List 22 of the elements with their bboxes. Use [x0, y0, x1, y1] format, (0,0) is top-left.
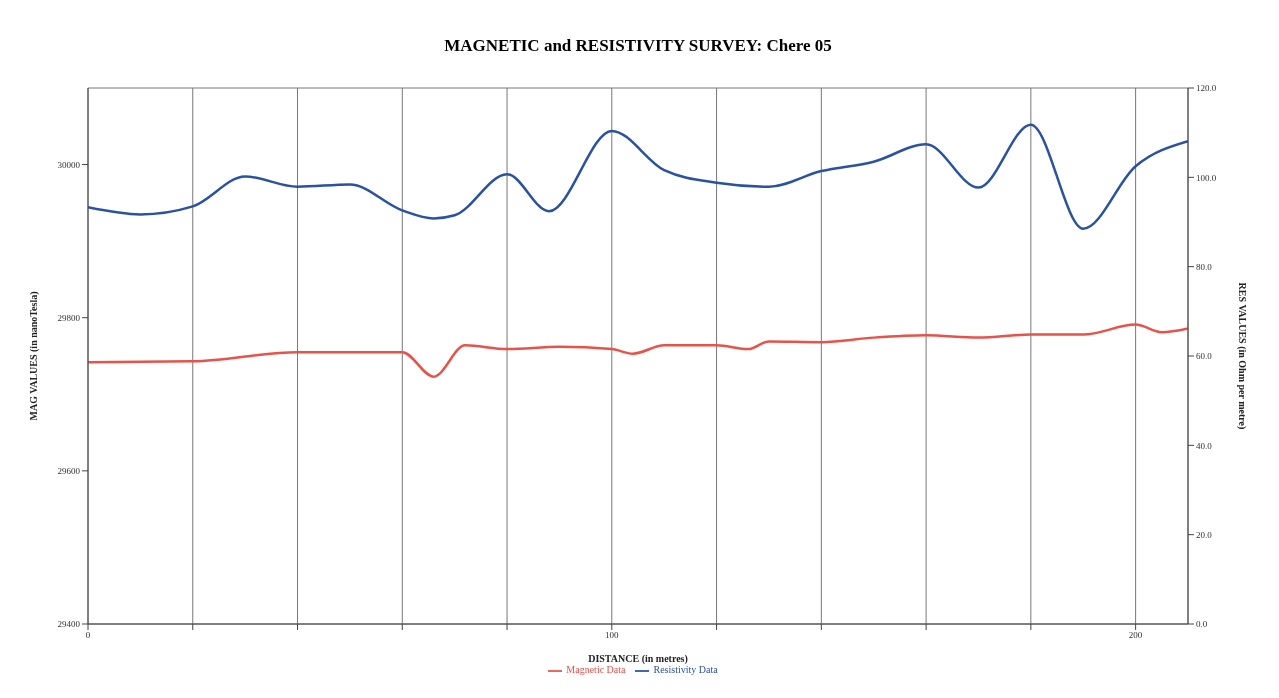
x-tick-label: 0	[85, 630, 91, 641]
y-tick-label: 29600	[57, 466, 81, 477]
line-series	[88, 123, 1188, 230]
x-axis-title: DISTANCE (in metres)	[588, 653, 688, 665]
y-tick-label: 29800	[57, 312, 81, 323]
x-tick-label: 100	[605, 630, 620, 641]
y-axis-title: MAG VALUES (in nanoTesla)	[27, 291, 40, 421]
y2-tick-label: 40.0	[1196, 440, 1213, 451]
y2-tick-label: 100.0	[1196, 172, 1217, 183]
y2-tick-label: 0.0	[1196, 619, 1208, 630]
y-tick-label: 29400	[57, 619, 81, 630]
y2-tick-label: 80.0	[1196, 261, 1213, 272]
y2-tick-label: 120.0	[1196, 83, 1217, 94]
y2-axis-title: RES VALUES (in Ohm per metre)	[1236, 282, 1249, 430]
y2-tick-label: 60.0	[1196, 351, 1213, 362]
chart-title: MAGNETIC and RESISTIVITY SURVEY: Chere 05	[443, 35, 833, 55]
legend-label: Magnetic Data	[566, 664, 626, 676]
legend-label: Resistivity Data	[653, 664, 718, 676]
y2-tick-label: 20.0	[1196, 529, 1213, 540]
line-series	[88, 323, 1188, 378]
y-tick-label: 30000	[57, 159, 81, 170]
x-tick-label: 200	[1128, 630, 1143, 641]
